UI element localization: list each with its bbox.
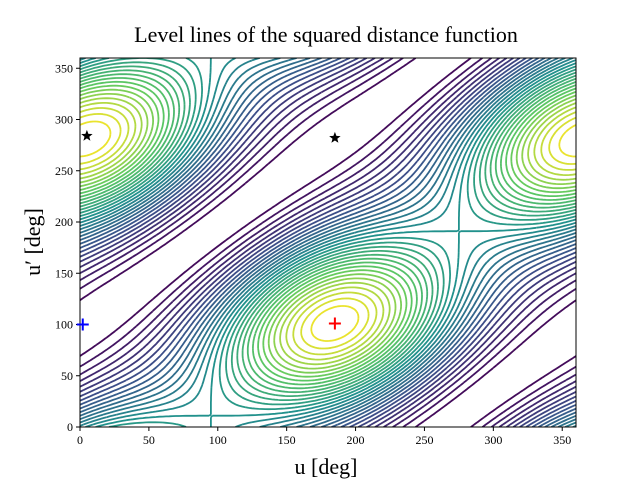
contour-line: [80, 58, 576, 427]
plus-marker: [328, 317, 341, 330]
y-tick-label: 100: [55, 318, 73, 332]
contour-line: [80, 77, 576, 386]
x-tick-label: 100: [209, 433, 227, 447]
star-marker: [329, 131, 341, 143]
contour-line: [80, 61, 576, 401]
x-tick-label: 0: [77, 433, 83, 447]
contour-line: [80, 58, 576, 427]
plot-frame: [79, 57, 577, 428]
x-tick-label: 250: [415, 433, 433, 447]
contour-line: [80, 58, 576, 427]
contour-line: [80, 65, 576, 397]
y-axis-label: u′ [deg]: [20, 208, 45, 276]
contour-line: [80, 88, 576, 374]
y-tick-label: 350: [55, 61, 73, 75]
contour-line: [80, 58, 576, 406]
contour-line: [80, 120, 576, 342]
y-tick-label: 50: [61, 369, 73, 383]
contour-line: [80, 107, 576, 356]
contour-line: [80, 58, 576, 427]
contour-line: [80, 93, 576, 370]
x-axis-label: u [deg]: [295, 454, 358, 479]
x-tick-label: 50: [143, 433, 155, 447]
x-tick-label: 350: [553, 433, 571, 447]
y-tick-label: 300: [55, 113, 73, 127]
star-marker: [81, 129, 93, 141]
plus-marker: [76, 318, 89, 331]
y-tick-label: 150: [55, 266, 73, 280]
x-tick-label: 200: [347, 433, 365, 447]
contour-line: [80, 97, 576, 366]
y-tick-label: 250: [55, 164, 73, 178]
contour-line: [80, 102, 576, 361]
contour-line: [80, 80, 576, 382]
contour-line: [80, 58, 576, 427]
contour-line: [80, 58, 576, 427]
x-tick-label: 300: [484, 433, 502, 447]
x-tick-label: 150: [278, 433, 296, 447]
y-tick-label: 0: [67, 420, 73, 434]
y-tick-label: 200: [55, 215, 73, 229]
contour-area: [80, 58, 576, 427]
contour-line: [80, 69, 576, 394]
chart-title: Level lines of the squared distance func…: [134, 22, 518, 47]
contour-line: [80, 113, 576, 350]
contour-line: [80, 84, 576, 378]
contour-line: [80, 73, 576, 390]
